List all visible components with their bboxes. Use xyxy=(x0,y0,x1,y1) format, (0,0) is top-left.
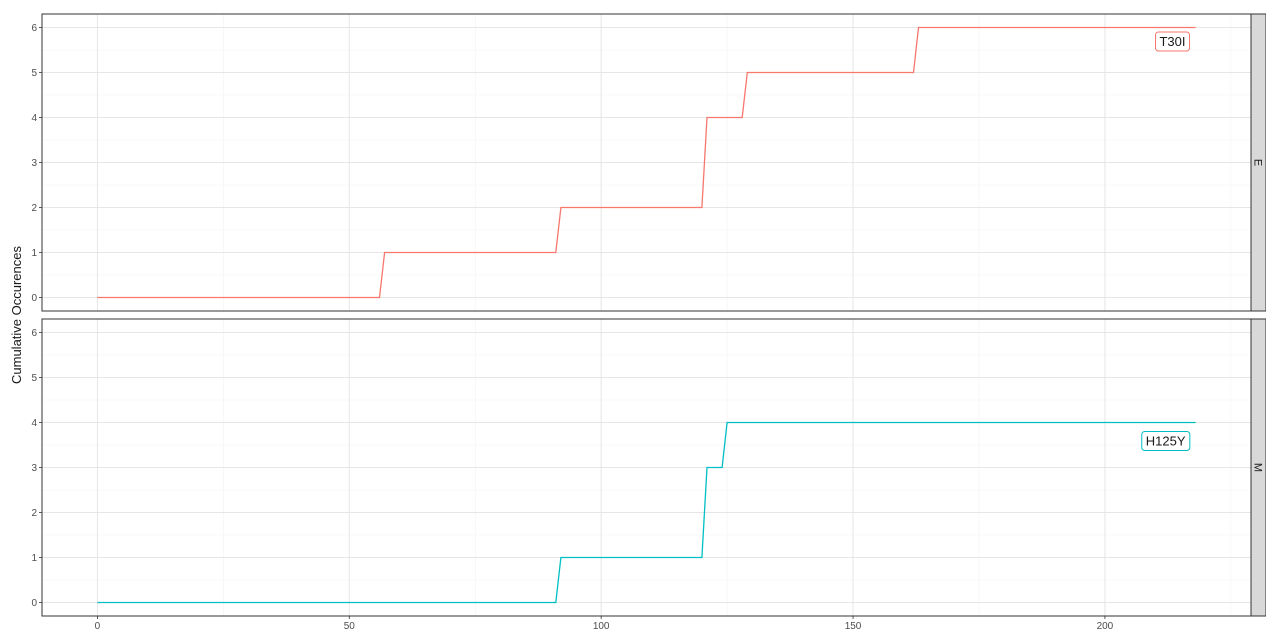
series-label: H125Y xyxy=(1141,431,1191,451)
y-tick-label: 4 xyxy=(31,418,37,429)
series-label-text: T30I xyxy=(1159,34,1185,49)
y-tick-label: 5 xyxy=(31,373,37,384)
series-line xyxy=(97,26,1196,299)
y-tick-label: 0 xyxy=(31,293,37,304)
y-tick-label: 4 xyxy=(31,113,37,124)
facet-strip xyxy=(1250,13,1266,312)
x-tick-label: 0 xyxy=(95,621,101,631)
panel-1: 0 1 2 3 4 5 6 T30I E xyxy=(31,13,1266,312)
y-tick-label: 2 xyxy=(31,508,37,519)
y-tick-label: 1 xyxy=(31,553,37,564)
y-tick-label: 6 xyxy=(31,23,37,34)
panels-layer: 0 1 2 3 4 5 6 T30I E 0 1 2 3 4 5 6 H125Y M 0 50 100 150 200 xyxy=(31,13,1266,631)
series-label-box xyxy=(1141,431,1191,451)
facet-strip-label: E xyxy=(1252,159,1264,166)
series-label-text: H125Y xyxy=(1146,434,1186,449)
series-line xyxy=(97,421,1196,604)
series-label: T30I xyxy=(1154,31,1191,52)
y-tick-label: 1 xyxy=(31,248,37,259)
y-tick-label: 6 xyxy=(31,328,37,339)
x-tick-label: 50 xyxy=(344,621,356,631)
y-axis-title: Cumulative Occurences xyxy=(9,246,24,384)
y-tick-label: 2 xyxy=(31,203,37,214)
series-label-box xyxy=(1154,31,1191,52)
y-tick-label: 0 xyxy=(31,598,37,609)
y-tick-label: 5 xyxy=(31,68,37,79)
facet-strip-label: M xyxy=(1252,463,1264,472)
x-tick-label: 150 xyxy=(845,621,862,631)
y-tick-label: 3 xyxy=(31,463,37,474)
facet-strip xyxy=(1250,318,1266,617)
x-tick-label: 100 xyxy=(593,621,610,631)
x-tick-label: 200 xyxy=(1097,621,1114,631)
y-tick-label: 3 xyxy=(31,158,37,169)
panel-2: 0 1 2 3 4 5 6 H125Y M xyxy=(31,318,1266,617)
